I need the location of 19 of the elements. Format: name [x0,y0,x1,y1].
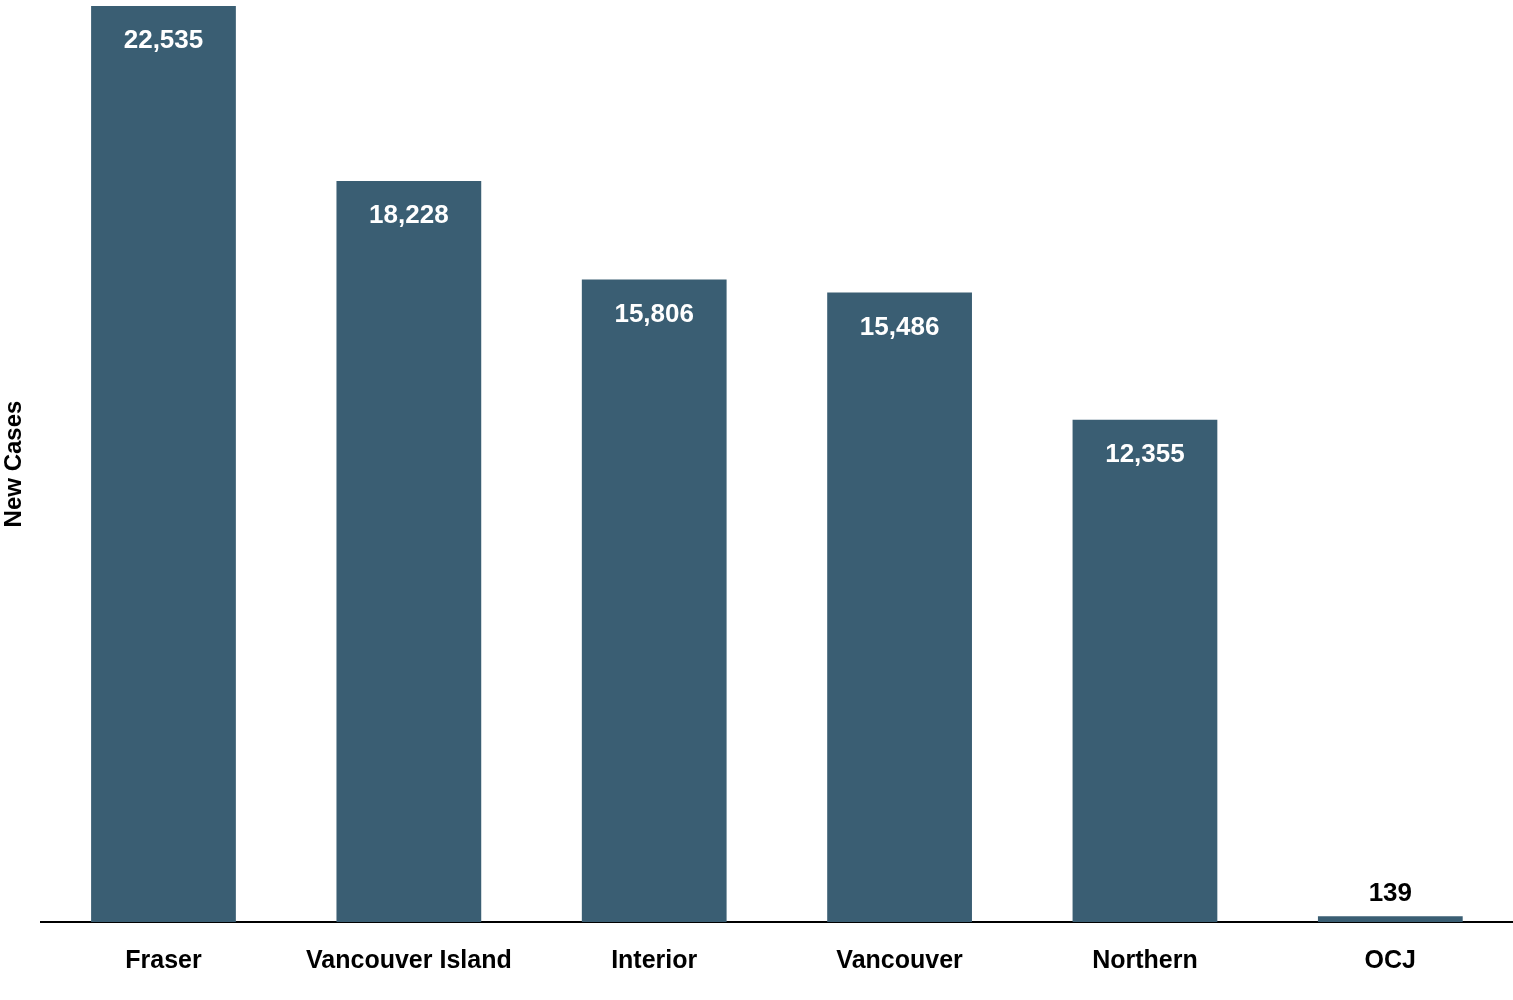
data-label: 15,806 [614,297,694,328]
bar [827,292,972,922]
x-tick-label: OCJ [1364,944,1417,973]
x-tick-label: Fraser [125,944,202,973]
x-tick-label: Northern [1092,944,1198,973]
bar [1072,419,1218,922]
x-tick-label: Vancouver Island [306,944,512,973]
bar [336,181,482,922]
bar [1317,916,1463,922]
data-label: 139 [1368,876,1413,907]
data-label: 12,355 [1105,437,1185,468]
data-label: 15,486 [859,310,940,341]
data-label: 18,228 [369,199,449,230]
y-axis-title: New Cases [0,400,27,528]
bar [581,279,727,922]
x-tick-label: Vancouver [836,944,964,973]
data-label: 22,535 [123,24,204,55]
x-tick-label: Interior [611,944,698,973]
bar [91,6,236,922]
